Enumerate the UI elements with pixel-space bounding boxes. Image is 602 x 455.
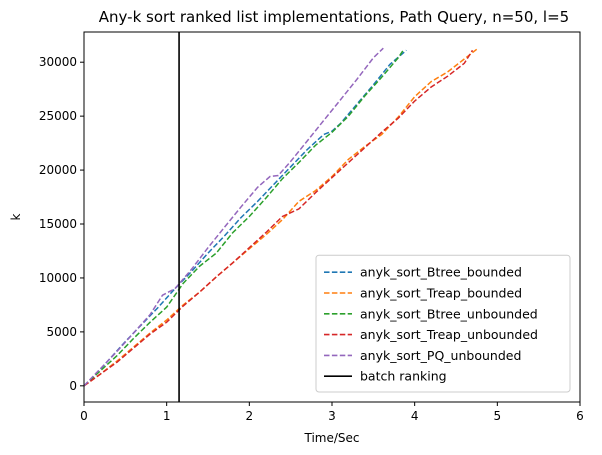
y-tick-label: 10000 — [39, 271, 77, 285]
x-tick-label: 1 — [163, 409, 171, 423]
x-axis-label: Time/Sec — [303, 431, 359, 445]
series-line-anyk-sort-pq-unbounded — [84, 47, 384, 387]
y-tick-label: 15000 — [39, 217, 77, 231]
legend: anyk_sort_Btree_bounded anyk_sort_Treap_b… — [315, 254, 571, 393]
y-tick-label: 30000 — [39, 55, 77, 69]
legend-label-batch-ranking: batch ranking — [360, 369, 447, 384]
y-tick-label: 20000 — [39, 163, 77, 177]
x-tick-label: 6 — [576, 409, 584, 423]
legend-label-anyk-sort-btree-unbounded: anyk_sort_Btree_unbounded — [360, 306, 538, 321]
x-tick-label: 2 — [246, 409, 254, 423]
y-axis-label: k — [9, 213, 23, 220]
y-tick-label: 5000 — [46, 325, 77, 339]
x-tick-label: 5 — [494, 409, 502, 423]
series-line-anyk-sort-treap-unbounded — [84, 49, 474, 387]
series-line-anyk-sort-btree-unbounded — [84, 48, 405, 387]
legend-label-anyk-sort-treap-unbounded: anyk_sort_Treap_unbounded — [360, 327, 538, 342]
y-tick-label: 0 — [69, 379, 77, 393]
chart-title: Any-k sort ranked list implementations, … — [99, 8, 569, 26]
x-tick-label: 3 — [328, 409, 336, 423]
legend-label-anyk-sort-pq-unbounded: anyk_sort_PQ_unbounded — [360, 348, 521, 363]
x-tick-label: 4 — [411, 409, 419, 423]
legend-box — [315, 254, 571, 393]
y-tick-label: 25000 — [39, 109, 77, 123]
x-tick-label: 0 — [80, 409, 88, 423]
y-axis: 0 5000 10000 15000 20000 25000 30000 — [39, 55, 84, 393]
plot-area — [84, 32, 478, 402]
x-axis: 0 1 2 3 4 5 6 — [80, 402, 584, 423]
legend-label-anyk-sort-treap-bounded: anyk_sort_Treap_bounded — [360, 286, 522, 301]
legend-label-anyk-sort-btree-bounded: anyk_sort_Btree_bounded — [360, 265, 522, 280]
